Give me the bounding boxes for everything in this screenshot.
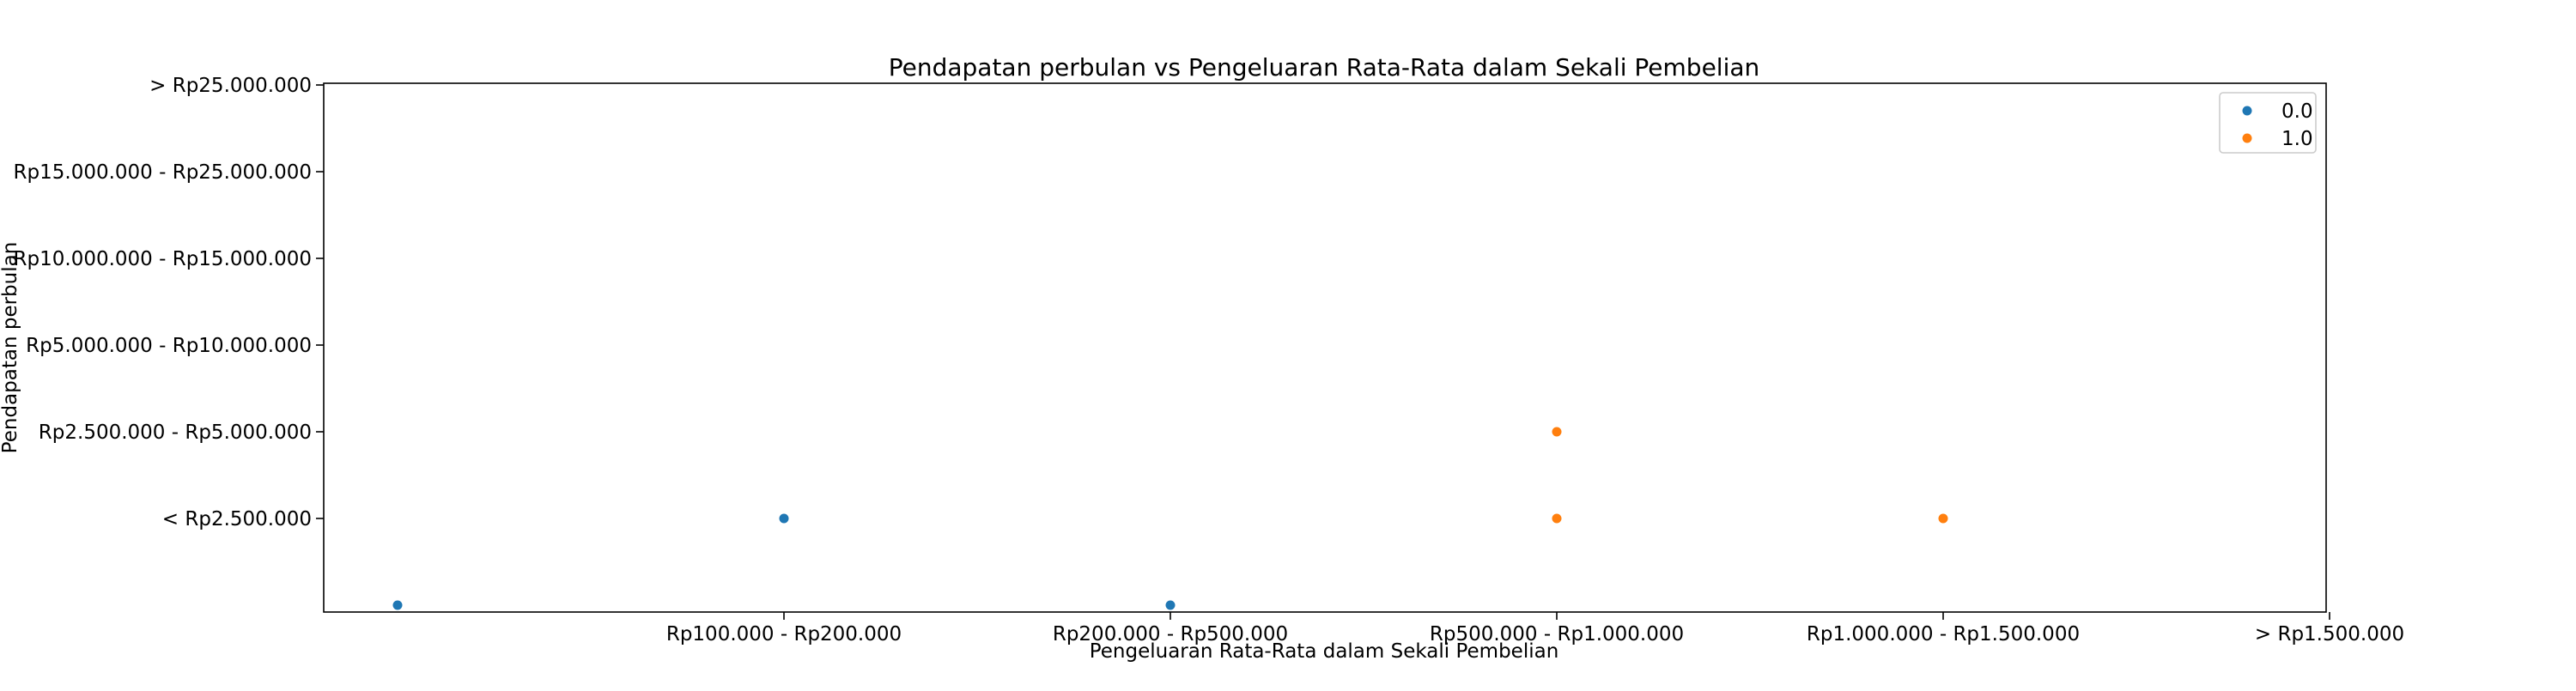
chart-title: Pendapatan perbulan vs Pengeluaran Rata-… [889,53,1760,82]
x-tick-label: Rp500.000 - Rp1.000.000 [1430,623,1684,646]
x-axis-label: Pengeluaran Rata-Rata dalam Sekali Pembe… [1090,640,1559,663]
plot-area [323,82,2327,613]
data-point [1552,513,1562,524]
data-point [779,513,789,524]
legend-marker [2242,106,2252,116]
x-tick-label: > Rp1.500.000 [2255,623,2404,646]
legend-label: 0.0 [2281,100,2313,123]
y-tick-label: Rp15.000.000 - Rp25.000.000 [14,161,312,184]
legend-label: 1.0 [2281,128,2313,150]
y-axis-ticks: < Rp2.500.000 Rp2.500.000 - Rp5.000.000 Rp… [14,75,324,530]
data-point [1938,513,1948,524]
x-tick-label: Rp100.000 - Rp200.000 [666,623,902,646]
legend: 0.01.0 [2219,92,2317,154]
y-tick-label: Rp5.000.000 - Rp10.000.000 [26,335,312,357]
x-tick-label: Rp1.000.000 - Rp1.500.000 [1807,623,2080,646]
data-point [1165,600,1176,610]
data-points [392,427,1948,610]
y-axis-label: Pendapatan perbulan [0,242,21,454]
y-tick-label: < Rp2.500.000 [162,508,312,530]
y-tick-label: Rp10.000.000 - Rp15.000.000 [14,248,312,270]
data-point [1552,427,1562,437]
y-tick-label: Rp2.500.000 - Rp5.000.000 [39,421,312,444]
x-axis-ticks: Rp100.000 - Rp200.000 Rp200.000 - Rp500.0… [666,612,2404,646]
y-tick-label: > Rp25.000.000 [149,75,312,97]
legend-marker [2242,133,2252,143]
data-point [392,600,403,610]
x-tick-label: Rp200.000 - Rp500.000 [1053,623,1288,646]
